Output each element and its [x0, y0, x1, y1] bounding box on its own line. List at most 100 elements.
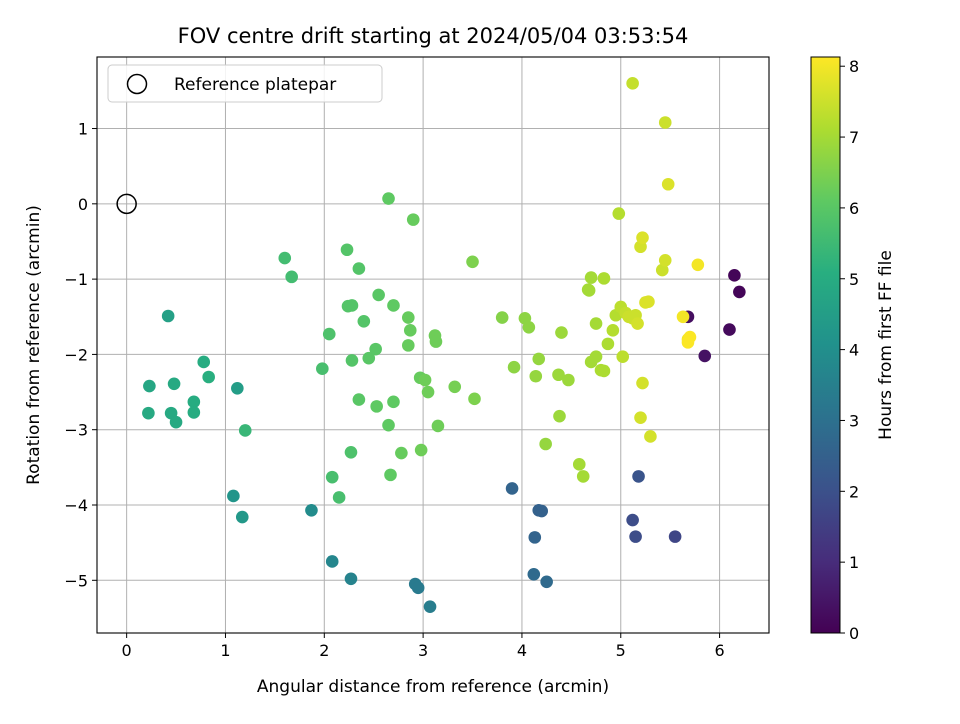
data-point	[634, 411, 647, 424]
data-point	[540, 575, 553, 589]
colorbar-tick-label: 4	[849, 341, 859, 360]
y-axis-label: Rotation from reference (arcmin)	[24, 205, 44, 485]
data-point	[658, 116, 672, 129]
data-point	[238, 424, 252, 437]
chart-title: FOV centre drift starting at 2024/05/04 …	[178, 24, 689, 48]
x-tick-label: 2	[319, 641, 329, 660]
data-point	[629, 530, 642, 543]
x-tick-label: 0	[122, 641, 132, 660]
colorbar-ticks: 0 1 2 3 4 5 6 7 8	[840, 57, 859, 643]
data-point	[370, 400, 383, 413]
x-tick-label: 6	[714, 641, 724, 660]
data-point	[345, 299, 359, 312]
data-point	[382, 418, 395, 432]
data-point	[332, 491, 346, 504]
data-point	[505, 482, 519, 495]
data-point	[589, 350, 603, 363]
colorbar-tick-label: 7	[849, 128, 859, 147]
colorbar-label: Hours from first FF file	[876, 250, 896, 440]
colorbar-tick-label: 8	[849, 57, 859, 76]
data-point	[528, 531, 542, 544]
data-point	[197, 355, 211, 369]
colorbar-tick-label: 3	[849, 411, 859, 430]
data-point	[636, 231, 649, 245]
y-tick-label: 1	[78, 120, 88, 139]
data-point	[231, 381, 244, 395]
data-point	[384, 468, 397, 482]
data-point	[387, 299, 400, 312]
x-tick-label: 1	[220, 641, 230, 660]
data-point	[382, 192, 395, 205]
data-point	[401, 339, 415, 352]
data-point	[448, 380, 462, 394]
colorbar-tick-label: 1	[849, 553, 859, 572]
data-point	[344, 445, 358, 459]
data-point	[357, 314, 371, 328]
colorbar: 0 1 2 3 4 5 6 7 8 Hours from first FF file	[810, 56, 896, 643]
data-point	[362, 351, 376, 365]
data-point	[340, 243, 354, 257]
data-point	[316, 362, 329, 376]
data-point	[352, 393, 366, 406]
colorbar-gradient	[810, 56, 841, 634]
colorbar-tick-label: 0	[849, 624, 859, 643]
data-point	[626, 77, 639, 90]
data-point	[562, 373, 575, 387]
data-point	[161, 309, 175, 323]
legend-entry-reference-platepar: Reference platepar	[174, 75, 336, 95]
legend-box	[107, 64, 383, 103]
data-point	[584, 271, 598, 284]
x-tick-label: 4	[517, 641, 527, 660]
data-point	[352, 262, 366, 275]
data-point	[539, 437, 552, 451]
data-point	[305, 503, 318, 517]
data-point	[403, 324, 417, 337]
data-point	[532, 352, 546, 366]
data-point	[431, 419, 445, 433]
colorbar-tick-label: 5	[849, 270, 859, 289]
y-tick-label: −1	[64, 270, 88, 289]
data-point	[169, 415, 183, 429]
data-point	[345, 354, 359, 367]
grid-lines	[97, 57, 769, 633]
data-point	[555, 326, 568, 339]
data-points	[142, 77, 746, 613]
data-point	[322, 327, 336, 341]
data-point	[325, 555, 339, 568]
data-point	[401, 311, 415, 324]
data-point	[676, 310, 690, 324]
data-point	[143, 379, 156, 393]
data-point	[589, 317, 603, 330]
data-point	[466, 255, 479, 269]
y-tick-label: −2	[64, 345, 88, 364]
data-point	[372, 288, 385, 302]
data-point	[658, 253, 672, 267]
data-point	[597, 364, 611, 378]
data-point	[733, 285, 746, 299]
data-point	[576, 470, 590, 483]
data-point	[406, 213, 420, 226]
data-point	[429, 335, 443, 348]
y-tick-label: −5	[64, 571, 88, 590]
data-point	[418, 373, 432, 387]
data-point	[414, 443, 428, 457]
data-point	[535, 504, 549, 518]
data-point	[527, 567, 541, 581]
data-point	[167, 377, 181, 391]
x-axis-label: Angular distance from reference (arcmin)	[257, 677, 609, 697]
data-point	[325, 470, 339, 484]
data-point	[202, 370, 215, 384]
data-point	[606, 324, 620, 337]
data-point	[728, 269, 741, 282]
data-point	[421, 385, 435, 399]
data-point	[495, 311, 509, 324]
data-point	[636, 376, 649, 390]
y-tick-label: −4	[64, 496, 88, 515]
plot-frame	[96, 56, 770, 634]
data-point	[142, 406, 155, 420]
data-point	[387, 395, 400, 409]
data-point	[723, 323, 736, 336]
data-point	[285, 270, 298, 284]
